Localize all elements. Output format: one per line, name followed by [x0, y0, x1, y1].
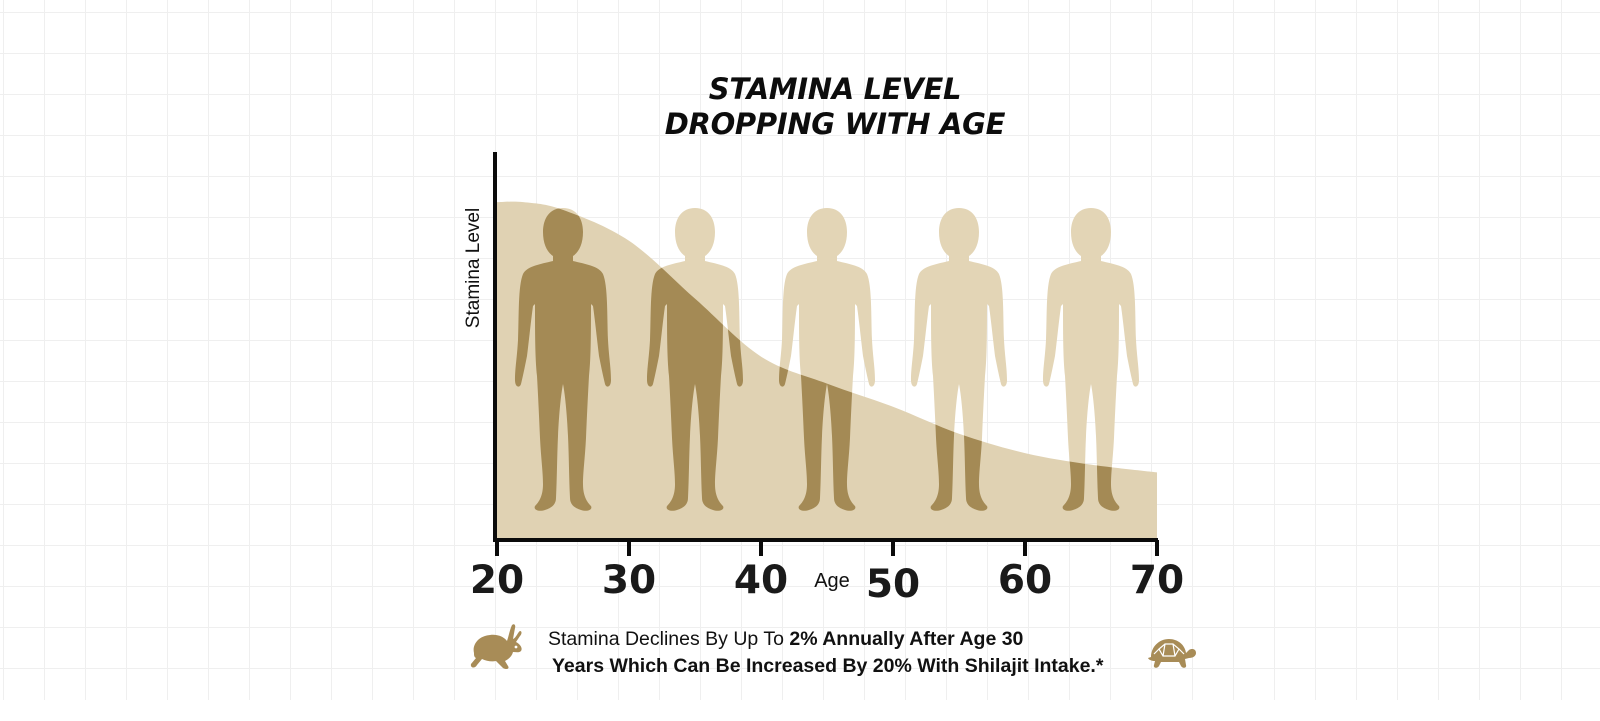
- bottom-band: [0, 700, 1600, 721]
- caption-line1-normal: Stamina Declines By Up To: [548, 628, 790, 650]
- x-tick-label: 70: [1130, 558, 1184, 603]
- caption: Stamina Declines By Up To 2% Annually Af…: [520, 626, 1140, 680]
- rabbit-icon: [470, 624, 522, 670]
- chart-title: STAMINA LEVEL DROPPING WITH AGE: [600, 72, 1070, 142]
- x-tick-label: 20: [470, 558, 524, 603]
- x-tick-label: 30: [602, 558, 656, 603]
- x-axis-label: Age: [814, 570, 850, 592]
- y-axis-label: Stamina Level: [463, 208, 484, 328]
- x-tick-label: 50: [866, 562, 920, 607]
- x-tick-label: 40: [734, 558, 788, 603]
- turtle-icon: [1148, 639, 1196, 668]
- chart-title-line1: STAMINA LEVEL: [708, 72, 962, 106]
- caption-line1: Stamina Declines By Up To 2% Annually Af…: [520, 626, 1140, 653]
- x-tick-label: 60: [998, 558, 1052, 603]
- chart-title-line2: DROPPING WITH AGE: [664, 107, 1006, 141]
- x-tick-marks: [495, 540, 1159, 556]
- x-tick-labels: 20 30 40 50 60 70: [470, 558, 1184, 607]
- caption-line1-bold: 2% Annually After Age 30: [789, 628, 1024, 650]
- caption-line2: Years Which Can Be Increased By 20% With…: [552, 655, 1104, 677]
